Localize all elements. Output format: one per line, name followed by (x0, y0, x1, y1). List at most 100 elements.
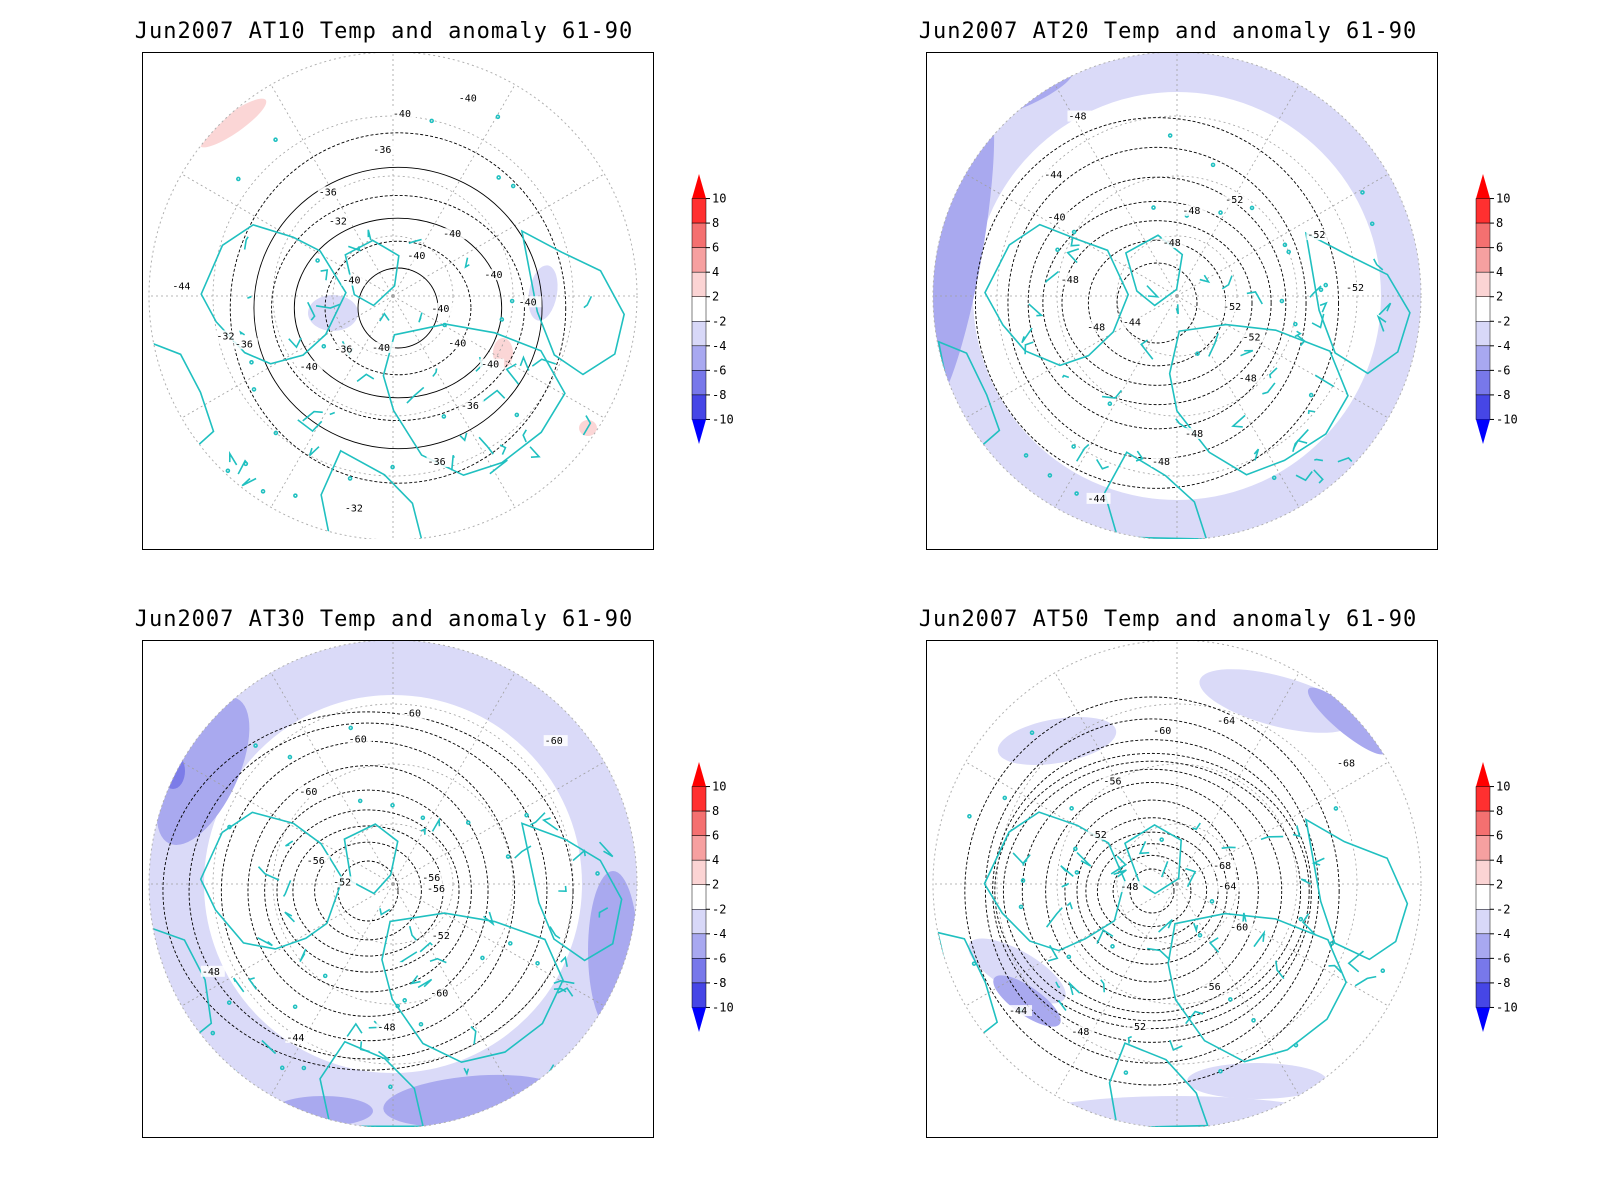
border-segment (1376, 314, 1387, 332)
border-segment (1147, 947, 1171, 961)
island (347, 476, 353, 481)
border-segment (1300, 878, 1312, 885)
contour-label: -60 (1153, 726, 1171, 737)
border-segment (1275, 960, 1285, 980)
contour-label-bg (447, 337, 472, 349)
island (225, 468, 231, 474)
border-segment (247, 295, 252, 299)
contour-line (229, 132, 567, 484)
border-segment (1055, 981, 1061, 989)
contour-label: -48 (1163, 238, 1181, 249)
border-segment (450, 455, 455, 471)
contour-line (162, 711, 574, 1071)
contour-line (314, 841, 422, 941)
island (418, 1021, 424, 1027)
colorbar-segment (691, 394, 707, 420)
island (595, 871, 600, 876)
border-segment (1294, 330, 1302, 338)
contour-label: -36 (334, 345, 352, 356)
border-segment (470, 1026, 477, 1045)
contour-label: -44 (1123, 318, 1141, 329)
colorbar-tick-label: -2 (712, 902, 726, 916)
border-segment (1113, 869, 1127, 878)
contour-line (1002, 760, 1302, 1022)
island (1055, 247, 1060, 253)
island (967, 813, 972, 819)
island (357, 798, 363, 804)
island (480, 955, 485, 961)
contour-label: -52 (333, 877, 351, 888)
border-segment (489, 459, 508, 475)
colorbar-arrow-bottom (692, 419, 706, 444)
island (1074, 870, 1080, 875)
contour-line (1061, 220, 1253, 386)
contour-label-bg (1201, 981, 1226, 993)
border-segment (529, 446, 541, 458)
border-segment (1110, 855, 1127, 875)
island (1318, 287, 1324, 293)
border-segment (1301, 913, 1317, 936)
contour-label-bg (1070, 1026, 1095, 1038)
border-segment (1061, 374, 1070, 379)
contour-label: -60 (1230, 923, 1248, 934)
colorbar-tick-label: 8 (1496, 804, 1503, 818)
island (1286, 249, 1291, 255)
contour-label-bg (1046, 211, 1071, 223)
border-segment (553, 987, 567, 993)
colorbar-segment (1475, 198, 1491, 224)
meridian-line (1176, 295, 1300, 508)
contour-label: -40 (431, 304, 449, 315)
border-segment (1199, 274, 1211, 284)
contour-label-bg (1150, 455, 1175, 467)
contour-label: -52 (1128, 1022, 1146, 1033)
colorbar-at50: 10 8 6 4 2 -2 -4 -6 -8 -10 (1472, 758, 1532, 1048)
island (301, 1065, 307, 1071)
map-frame: -52 -52 -48 -48 -48 -44 -44 -48 -48 -40 -44 -48 -48 -… (926, 52, 1438, 550)
island (236, 176, 241, 182)
contour-line (253, 166, 543, 450)
border-segment (557, 987, 574, 997)
colorbar-segment (691, 345, 707, 371)
contour-label: -40 (459, 93, 477, 104)
colorbar-tick-label: -4 (1496, 927, 1510, 941)
border-segment (1021, 327, 1033, 344)
island (348, 725, 354, 731)
island (1071, 444, 1076, 449)
panel-at30: Jun2007 AT30 Temp and anomaly 61-90 -56-… (135, 588, 662, 1138)
island (442, 322, 447, 328)
border-segment (359, 1041, 370, 1053)
contour-label-bg (1237, 372, 1262, 384)
island (1123, 1070, 1129, 1075)
border-segment (1296, 334, 1306, 347)
meridian-line (181, 883, 394, 1007)
island (395, 1003, 400, 1009)
border-segment (1374, 1058, 1384, 1065)
colorbar-tick-label: -8 (712, 388, 726, 402)
border-segment (356, 373, 375, 383)
island (524, 812, 529, 818)
polar-map: -52 -52 -48 -48 -48 -44 -44 -48 -48 -40 -44 -48 -48 -… (932, 53, 1422, 539)
island (429, 118, 434, 124)
contour-label: -44 (286, 1033, 304, 1044)
border-segment (1175, 418, 1190, 431)
coastline-path (200, 224, 347, 365)
contour-label-bg (171, 280, 196, 292)
contour-labels: -56 -52 -60 -48 -44 -48 -52 -56 -60 -60 -60 -60 -56 (200, 707, 568, 1044)
border-segment (248, 977, 258, 990)
contour-label: -68 (1213, 861, 1231, 872)
border-segment (261, 1039, 276, 1054)
contour-label-bg (1224, 193, 1249, 205)
border-segment (1135, 450, 1144, 462)
border-segment (1328, 964, 1342, 974)
border-segment (1314, 374, 1335, 388)
border-segment (417, 978, 433, 989)
border-segment (459, 432, 468, 442)
island (1071, 229, 1077, 235)
border-segment (558, 885, 567, 893)
island (1380, 968, 1386, 974)
colorbar-tick-label: 8 (712, 216, 719, 230)
contour-label-bg (1229, 921, 1254, 933)
border-segment (530, 812, 546, 826)
coastline-path (320, 449, 423, 539)
border-segment (302, 410, 323, 422)
